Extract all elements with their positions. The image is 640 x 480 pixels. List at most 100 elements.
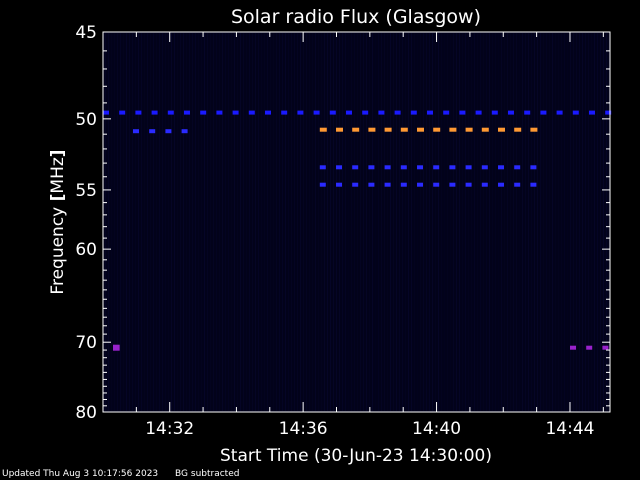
texture-streak — [306, 33, 307, 411]
texture-streak — [300, 33, 301, 411]
x-tick-label: 14:44 — [545, 419, 594, 439]
feature-dash — [410, 110, 417, 115]
texture-streak — [501, 33, 502, 411]
texture-streak — [420, 33, 421, 411]
texture-streak — [291, 33, 292, 411]
texture-streak — [453, 33, 454, 411]
texture-streak — [579, 33, 580, 411]
texture-streak — [186, 33, 187, 411]
texture-streak — [369, 33, 370, 411]
plot-background — [103, 32, 610, 412]
feature-dash — [508, 110, 514, 115]
texture-streak — [222, 33, 223, 411]
y-axis-title: Frequency [MHz] — [48, 149, 68, 294]
feature-dash — [572, 110, 579, 115]
texture-streak — [210, 33, 211, 411]
texture-streak — [504, 33, 505, 411]
texture-streak — [234, 33, 235, 411]
texture-streak — [153, 33, 154, 411]
texture-streak — [213, 33, 214, 411]
feature-dash — [384, 165, 391, 170]
emission-features — [103, 110, 612, 351]
texture-streak — [390, 33, 391, 411]
texture-streak — [237, 33, 238, 411]
x-axis-title: Start Time (30-Jun-23 14:30:00) — [220, 446, 492, 466]
texture-streak — [366, 33, 367, 411]
texture-streak — [240, 33, 241, 411]
texture-streak — [297, 33, 298, 411]
texture-streak — [396, 33, 397, 411]
y-axis-title-text: Frequency — [48, 201, 68, 294]
feature-dash — [232, 110, 239, 115]
texture-streak — [477, 33, 478, 411]
feature-dash — [378, 110, 385, 115]
texture-streak — [168, 33, 169, 411]
texture-streak — [273, 33, 274, 411]
feature-dash — [459, 110, 466, 115]
feature-dash — [248, 110, 255, 115]
texture-streak — [384, 33, 385, 411]
texture-streak — [156, 33, 157, 411]
texture-streak — [339, 33, 340, 411]
texture-streak — [462, 33, 463, 411]
texture-streak — [555, 33, 556, 411]
feature-dash — [352, 165, 359, 170]
feature-dash — [465, 127, 473, 132]
texture-streak — [171, 33, 172, 411]
texture-streak — [480, 33, 481, 411]
feature-dash — [449, 127, 457, 132]
texture-streak — [603, 33, 604, 411]
texture-streak — [567, 33, 568, 411]
feature-dash — [481, 182, 488, 187]
texture-streak — [588, 33, 589, 411]
texture-streak — [381, 33, 382, 411]
feature-dash — [602, 345, 609, 350]
texture-streak — [438, 33, 439, 411]
texture-streak — [492, 33, 493, 411]
updated-timestamp: Updated Thu Aug 3 10:17:56 2023 — [2, 469, 159, 479]
texture-streak — [399, 33, 400, 411]
texture-streak — [318, 33, 319, 411]
feature-dash — [465, 182, 472, 187]
y-tick-label: 60 — [75, 240, 97, 260]
texture-streak — [294, 33, 295, 411]
texture-streak — [546, 33, 547, 411]
y-tick-label: 50 — [75, 110, 97, 130]
texture-streak — [162, 33, 163, 411]
texture-streak — [549, 33, 550, 411]
texture-streak — [225, 33, 226, 411]
texture-streak — [216, 33, 217, 411]
y-tick-label: 70 — [75, 333, 97, 353]
texture-streak — [174, 33, 175, 411]
texture-streak — [573, 33, 574, 411]
texture-streak — [414, 33, 415, 411]
texture-streak — [279, 33, 280, 411]
texture-streak — [159, 33, 160, 411]
feature-dash — [297, 110, 304, 115]
feature-dash — [530, 182, 537, 187]
texture-streak — [585, 33, 586, 411]
feature-dash — [384, 182, 391, 187]
texture-streak — [600, 33, 601, 411]
texture-streak — [327, 33, 328, 411]
feature-dash — [216, 110, 223, 115]
texture-streak — [495, 33, 496, 411]
feature-block — [113, 344, 120, 351]
feature-dash — [265, 110, 271, 115]
feature-dash — [449, 165, 456, 170]
texture-streak — [474, 33, 475, 411]
feature-dash — [498, 182, 504, 187]
texture-streak — [105, 33, 106, 411]
texture-streak — [582, 33, 583, 411]
texture-streak — [402, 33, 403, 411]
feature-dash — [449, 182, 456, 187]
texture-streak — [483, 33, 484, 411]
texture-streak — [441, 33, 442, 411]
feature-dash — [165, 129, 172, 134]
feature-dash — [465, 165, 472, 170]
texture-streak — [117, 33, 118, 411]
x-tick-label: 14:32 — [145, 419, 194, 439]
texture-streak — [198, 33, 199, 411]
texture-streak — [138, 33, 139, 411]
texture-streak — [516, 33, 517, 411]
